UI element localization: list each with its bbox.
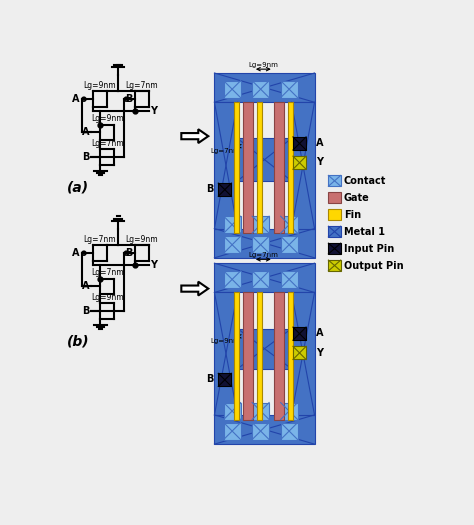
Bar <box>293 137 306 150</box>
Text: Output Pin: Output Pin <box>344 260 403 270</box>
Bar <box>214 292 237 415</box>
Bar <box>234 102 239 233</box>
Bar <box>243 292 253 419</box>
Bar <box>293 327 306 340</box>
Text: B: B <box>82 306 90 316</box>
Bar <box>328 226 341 237</box>
Text: Lg=7nm: Lg=7nm <box>210 148 240 154</box>
Bar <box>224 236 241 253</box>
Text: Y: Y <box>151 260 157 270</box>
Bar <box>281 271 298 288</box>
Bar <box>214 102 237 228</box>
Bar <box>281 236 298 253</box>
Bar <box>224 271 241 288</box>
Bar <box>214 263 315 292</box>
Bar <box>252 403 269 419</box>
Bar <box>237 139 292 181</box>
Text: B: B <box>125 94 133 104</box>
Bar <box>281 81 298 98</box>
Polygon shape <box>182 129 208 143</box>
Bar <box>243 102 253 233</box>
Bar <box>257 292 262 419</box>
Bar <box>292 102 315 228</box>
Text: Y: Y <box>316 158 323 167</box>
Bar <box>224 403 241 419</box>
Text: Lg=9nm: Lg=9nm <box>126 235 158 244</box>
Bar <box>219 373 231 386</box>
Bar <box>328 260 341 271</box>
Text: Lg=7nm: Lg=7nm <box>126 81 158 90</box>
Bar <box>224 423 241 439</box>
Bar <box>252 236 269 253</box>
Bar <box>214 415 315 444</box>
Text: Lg=9nm: Lg=9nm <box>210 338 240 344</box>
Text: A: A <box>72 94 80 104</box>
Bar <box>292 292 315 415</box>
Text: (b): (b) <box>66 334 89 348</box>
Text: B: B <box>206 374 214 384</box>
Text: Lg=7nm: Lg=7nm <box>83 235 116 244</box>
Text: A: A <box>72 248 80 258</box>
Bar <box>224 216 241 233</box>
Text: A: A <box>82 281 90 291</box>
Bar <box>252 423 269 439</box>
Text: B: B <box>206 184 214 194</box>
Text: (a): (a) <box>66 180 89 194</box>
Bar <box>288 102 293 233</box>
Bar <box>328 175 341 186</box>
Bar <box>252 81 269 98</box>
Bar <box>224 81 241 98</box>
Bar <box>237 329 292 369</box>
Bar <box>273 102 284 233</box>
Bar <box>281 403 298 419</box>
Bar <box>293 346 306 360</box>
Text: Lg=7nm: Lg=7nm <box>91 268 124 277</box>
Bar <box>234 292 239 419</box>
Text: Y: Y <box>316 348 323 358</box>
Text: A: A <box>316 328 324 338</box>
Bar <box>273 292 284 419</box>
Text: Lg=9nm: Lg=9nm <box>91 293 124 302</box>
Polygon shape <box>182 282 208 296</box>
Text: A: A <box>316 138 324 148</box>
Text: Input Pin: Input Pin <box>344 244 394 254</box>
Bar <box>219 183 231 196</box>
Text: Lg=7nm: Lg=7nm <box>248 252 278 258</box>
Bar <box>257 102 262 233</box>
Text: Lg=7nm: Lg=7nm <box>91 139 124 148</box>
Text: B: B <box>82 152 90 162</box>
Bar <box>328 192 341 203</box>
Text: Contact: Contact <box>344 176 386 186</box>
Bar <box>214 73 315 102</box>
Text: Lg=9nm: Lg=9nm <box>83 81 116 90</box>
Bar <box>281 216 298 233</box>
Text: Lg=9nm: Lg=9nm <box>248 61 278 68</box>
Text: Gate: Gate <box>344 193 370 203</box>
Text: Metal 1: Metal 1 <box>344 227 385 237</box>
Bar <box>252 216 269 233</box>
Bar <box>214 228 315 258</box>
Bar <box>252 271 269 288</box>
Bar <box>288 292 293 419</box>
Text: B: B <box>125 248 133 258</box>
Text: Lg=9nm: Lg=9nm <box>91 114 124 123</box>
Bar <box>293 156 306 169</box>
Bar <box>328 243 341 254</box>
Text: Y: Y <box>151 106 157 116</box>
Text: Fin: Fin <box>344 209 361 219</box>
Text: A: A <box>82 127 90 138</box>
Bar <box>328 209 341 220</box>
Bar <box>281 423 298 439</box>
